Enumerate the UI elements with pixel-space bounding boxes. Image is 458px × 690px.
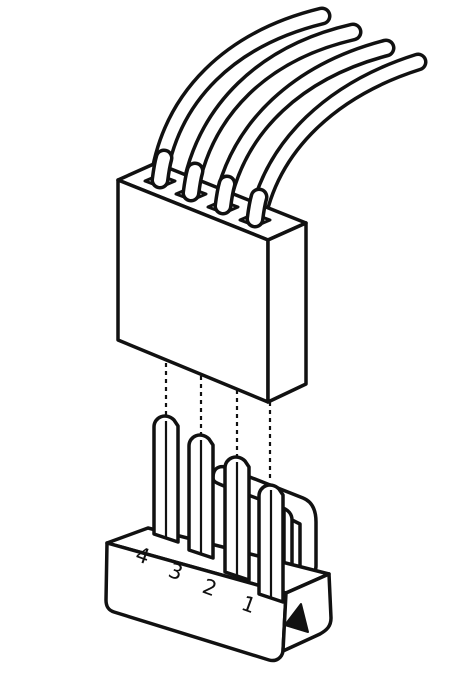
pin-3: [187, 433, 215, 560]
wire-4: [246, 52, 428, 236]
header-base-side-face: [281, 572, 333, 653]
triangle-arrow-icon: [284, 603, 309, 633]
header-pins: [152, 414, 285, 604]
header-base-front-face: [104, 541, 288, 663]
cable-connector-housing: [116, 161, 308, 404]
pin-2: [223, 455, 251, 582]
pin-4: [152, 414, 180, 544]
pin-1: [257, 483, 285, 604]
alignment-guides: [164, 363, 272, 482]
wire-ends: [150, 148, 269, 229]
housing-side-face: [266, 221, 308, 404]
